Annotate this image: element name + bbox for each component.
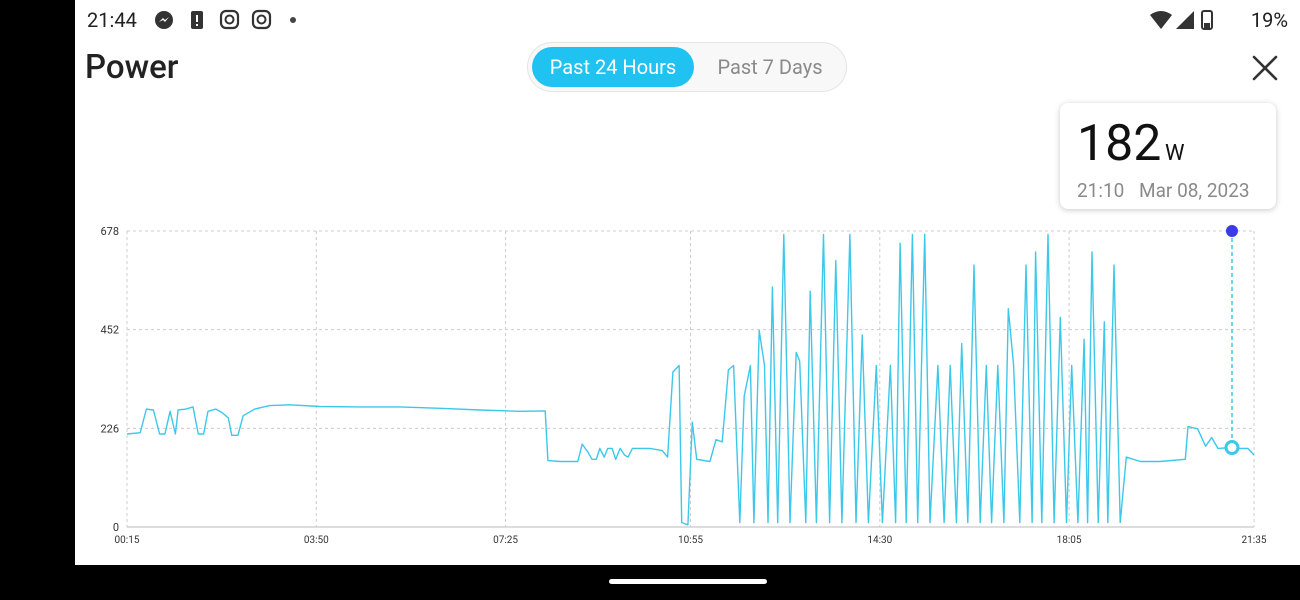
- tooltip-time: 21:10: [1077, 179, 1125, 202]
- tooltip-value: 182: [1077, 115, 1162, 173]
- battery-level: 19%: [1250, 8, 1288, 32]
- x-tick-label: 18:05: [1057, 535, 1082, 546]
- tab-past-24-hours[interactable]: Past 24 Hours: [532, 47, 694, 87]
- power-line: [126, 233, 1255, 526]
- y-tick-label: 678: [100, 225, 119, 238]
- selection-top-dot: [1225, 225, 1238, 237]
- page-title: Power: [85, 48, 179, 87]
- x-tick-label: 14:30: [867, 535, 892, 546]
- close-button[interactable]: [1251, 54, 1279, 82]
- home-indicator: [609, 579, 767, 584]
- power-chart: 0 226 452 678 00:15 03:50 07:25 10:55 14:30 18:05…: [100, 225, 1267, 546]
- tooltip-unit: W: [1165, 141, 1185, 166]
- range-toggle: Past 24 Hours Past 7 Days: [527, 42, 847, 92]
- x-tick-label: 03:50: [304, 535, 329, 546]
- x-tick-label: 00:15: [115, 535, 140, 546]
- app-screen: 21:44 19% Power Past 24 Hours Past 7 Day…: [75, 0, 1300, 565]
- x-tick-label: 07:25: [493, 535, 518, 546]
- notification-icons: [155, 9, 296, 30]
- tooltip-date: Mar 08, 2023: [1139, 179, 1250, 202]
- tab-past-7-days[interactable]: Past 7 Days: [717, 55, 823, 79]
- x-tick-label: 10:55: [678, 535, 703, 546]
- selected-point: [1224, 440, 1240, 456]
- y-tick-label: 226: [100, 422, 119, 435]
- system-icons: [1150, 10, 1213, 30]
- y-tick-label: 0: [113, 521, 119, 534]
- y-tick-label: 452: [100, 324, 119, 337]
- x-tick-label: 21:35: [1242, 535, 1267, 546]
- status-time: 21:44: [87, 8, 137, 32]
- tooltip: 182 W 21:10 Mar 08, 2023: [1060, 103, 1276, 209]
